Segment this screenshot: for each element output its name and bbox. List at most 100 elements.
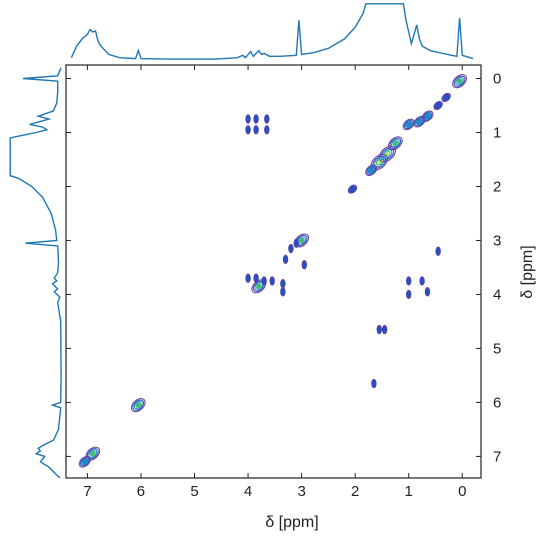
diagonal-peak-contour-ring — [413, 115, 426, 128]
diagonal-peak-contour-ring — [402, 118, 415, 131]
cross-peak — [269, 276, 275, 286]
diagonal-peak-contour-ring — [79, 457, 90, 467]
cross-peak-contour-ring — [377, 325, 382, 334]
cross-peak — [435, 246, 441, 256]
cross-peak-contour-ring — [283, 255, 288, 264]
diagonal-peak-contour-ring — [434, 101, 442, 110]
contour-peaks — [78, 74, 467, 468]
cross-peak — [424, 287, 431, 297]
diagonal-peak-contour-ring — [414, 117, 425, 127]
x-tick-label: 4 — [244, 483, 252, 500]
cross-peak-contour-ring — [269, 277, 275, 285]
cross-peak — [245, 273, 251, 283]
cross-peak-contour-ring — [264, 126, 270, 134]
y-tick-label: 2 — [493, 178, 501, 195]
diagonal-peak-contour-ring — [382, 149, 393, 159]
diagonal-peak-contour-ring — [367, 166, 375, 174]
x-tick-label: 6 — [137, 483, 145, 500]
cross-peak — [293, 238, 299, 248]
cross-peak — [264, 125, 270, 135]
x-tick-label: 5 — [190, 483, 198, 500]
diagonal-peak-contour-ring — [384, 150, 391, 158]
cross-peak — [301, 260, 307, 270]
cross-peak-contour-ring — [288, 244, 294, 253]
cross-peak — [282, 254, 289, 265]
cross-peak-contour-ring — [253, 115, 259, 123]
cross-peak-contour-ring — [261, 277, 267, 285]
diagonal-peak-contour-ring — [389, 137, 402, 149]
diagonal-peak-contour-ring — [377, 160, 381, 164]
y-tick-label: 5 — [493, 340, 501, 357]
cross-peak-contour-ring — [245, 126, 251, 134]
cross-peak-contour-ring — [245, 274, 251, 283]
left-projection-spectrum — [9, 67, 62, 479]
x-tick-label: 3 — [297, 483, 305, 500]
diagonal-peak — [130, 398, 146, 413]
cross-peak-contour-ring — [406, 290, 411, 299]
y-axis-label: δ [ppm] — [519, 245, 536, 298]
diagonal-peak — [413, 115, 426, 128]
diagonal-peak — [378, 145, 396, 163]
diagonal-peak — [78, 456, 91, 468]
y-tick-label: 0 — [493, 70, 501, 87]
cross-peak — [376, 324, 382, 335]
x-axis-ticks: 7 6 5 4 3 2 1 0 — [83, 65, 466, 500]
diagonal-peak-contour-ring — [89, 450, 96, 457]
diagonal-peak-contour-ring — [442, 93, 450, 102]
diagonal-peak-contour-ring — [81, 458, 89, 466]
diagonal-peak — [441, 92, 451, 102]
diagonal-peak-contour-ring — [380, 147, 395, 161]
diagonal-peak-contour-ring — [453, 75, 466, 87]
x-tick-label: 7 — [83, 483, 91, 500]
diagonal-peak — [452, 74, 467, 89]
cross-peak — [406, 276, 412, 286]
cross-peak-contour-ring — [264, 115, 270, 123]
diagonal-peak-contour-ring — [132, 399, 145, 411]
cross-peak — [406, 289, 412, 300]
diagonal-peak-contour-ring — [135, 402, 142, 408]
diagonal-peak-contour-ring — [456, 78, 463, 84]
diagonal-peak-contour-ring — [403, 119, 414, 130]
cross-peak — [253, 273, 259, 283]
cross-peak-contour-ring — [425, 287, 430, 296]
diagonal-peak-contour-ring — [366, 165, 377, 175]
diagonal-peak-contour-ring — [441, 92, 451, 102]
diagonal-peak-contour-ring — [455, 77, 464, 86]
y-tick-label: 3 — [493, 232, 501, 249]
cross-peak — [280, 278, 286, 289]
diagonal-peak-contour-ring — [347, 184, 358, 194]
x-tick-label: 1 — [405, 483, 413, 500]
y-tick-label: 6 — [493, 394, 501, 411]
cross-peak — [245, 125, 251, 135]
top-spectrum-trace — [70, 3, 474, 60]
diagonal-peak-contour-ring — [88, 449, 98, 458]
cross-peak-contour-ring — [302, 260, 307, 269]
diagonal-peak — [347, 184, 358, 194]
diagonal-peak-contour-ring — [255, 283, 262, 290]
cross-peak-contour-ring — [435, 247, 441, 256]
cross-peak — [381, 324, 388, 335]
y-tick-label: 1 — [493, 124, 501, 141]
diagonal-peak-contour-ring — [387, 136, 403, 151]
y-tick-label: 4 — [493, 286, 501, 303]
top-projection-spectrum — [70, 3, 474, 60]
diagonal-peak-contour-ring — [433, 100, 443, 111]
diagonal-peak-contour-ring — [405, 120, 413, 128]
cross-peak-contour-ring — [280, 279, 286, 288]
cross-peak-contour-ring — [280, 287, 286, 296]
diagonal-peak-contour-ring — [298, 237, 305, 244]
diagonal-peak — [433, 100, 443, 111]
cross-peak — [253, 125, 259, 135]
cross-peak-contour-ring — [294, 239, 299, 247]
cross-peak — [245, 114, 251, 124]
diagonal-peak-contour-ring — [133, 400, 143, 410]
diagonal-peak-contour-ring — [365, 164, 378, 177]
diagonal-peak-contour-ring — [348, 185, 357, 193]
diagonal-peak — [402, 118, 415, 131]
cross-peak — [253, 114, 259, 124]
cross-peak-contour-ring — [371, 379, 377, 388]
diagonal-peak-contour-ring — [130, 398, 146, 413]
x-axis-label: δ [ppm] — [265, 514, 318, 531]
